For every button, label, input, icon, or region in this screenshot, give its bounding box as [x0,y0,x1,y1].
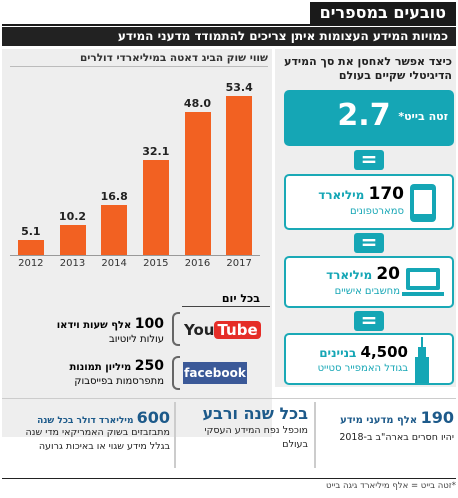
bar-2014 [101,205,128,255]
bottom-rule [2,398,456,399]
waste-desc: מתבזבזים בשוק האמריקאי מדי שנה בגלל מידע… [25,427,170,452]
youtube-logo: You Tube [184,318,261,342]
x-tick-label: 2013 [59,258,86,269]
buildings-value: 4,500 [360,343,408,361]
bar-value-label: 5.1 [21,224,41,238]
bar-2013 [59,224,86,255]
facebook-value: 250 [134,358,164,374]
youtube-desc: עולות ליוטיוב [108,334,164,345]
x-axis-line [10,255,260,256]
x-tick-label: 2012 [18,258,44,269]
x-tick-label: 2017 [226,258,252,269]
total-unit: זטה בייט* [398,110,448,123]
shortage-unit: אלף מדעני מידע [340,415,418,426]
shortage-value: 190 [420,408,454,427]
buildings-unit: בניינים [319,346,357,360]
doubling-title: בכל שנה ורבע [202,404,308,423]
chart-title-rule [10,66,268,67]
pcs-value: 20 [376,264,400,284]
bar-chart: 5.1 2012 10.2 2013 16.8 2014 32.1 2015 48.0 2016 5… [10,70,260,270]
pcs-label: מחשבים אישיים [334,286,400,297]
bar-2012 [17,239,44,255]
equals-sign-2: = [354,232,384,253]
pcs-box: 20 מיליארד מחשבים אישיים [284,256,454,308]
buildings-box: 4,500 בניינים בגודל האמפייר סטייט [284,333,454,385]
buildings-label: בגודל האמפייר סטייט [317,363,408,374]
total-value: 2.7 [337,98,391,133]
laptop-icon [406,268,440,290]
bottom-separator-right [314,402,316,468]
bar-value-label: 10.2 [58,209,87,223]
equals-sign-1: = [354,149,384,170]
youtube-value: 100 [134,316,164,332]
smartphones-box: 170 מיליארד סמארטפונים [284,174,454,230]
footer-rule [2,478,456,479]
facebook-logo: facebook [183,362,247,384]
bar-2017 [226,96,253,255]
subtitle-bar: כמויות המידע העצומות איתן צריכים להתמודד… [2,27,456,46]
header-rule [2,24,456,26]
bar-value-label: 32.1 [142,144,170,158]
bar-2015 [142,159,169,255]
facebook-unit: מיליון תמונות [69,362,132,373]
section-title: טובעים במספרים [309,2,456,24]
daily-title-rule [182,306,270,307]
bar-value-label: 48.0 [183,97,212,111]
smartphones-unit: מיליארד [318,188,365,202]
youtube-logo-tube: Tube [214,321,261,339]
doubling-desc: מוכפל נפח המידע העסקי בעולם [204,425,309,450]
shortage-desc: יהיו חסרים בארה"ב ב-2018 [339,432,454,443]
storage-question: כיצד אפשר לאחסן את סך המידע הדיגיטלי שקי… [284,55,452,82]
pcs-unit: מיליארד [326,268,373,282]
smartphone-icon [410,184,436,222]
bottom-separator-left [174,402,176,468]
bar-value-label: 16.8 [100,190,128,204]
x-tick-label: 2015 [143,258,169,269]
daily-title: בכל יום [221,292,260,305]
footer-note: *זטה בייט = אלף מיליארד גיגה בייט [326,481,456,491]
total-data-box: 2.7 זטה בייט* [284,90,454,146]
equals-sign-3: = [354,310,384,331]
waste-value: 600 [136,408,170,427]
youtube-logo-you: You [184,321,215,339]
smartphones-label: סמארטפונים [350,206,404,217]
waste-unit: מיליארד דולר בכל שנה [37,416,134,426]
smartphones-value: 170 [368,184,405,204]
x-tick-label: 2016 [184,258,211,269]
facebook-desc: מתפרסמות בפייסבוק [74,376,164,387]
youtube-unit: אלף שעות וידאו [56,320,132,331]
empire-state-icon [414,337,430,383]
bar-value-label: 53.4 [225,81,253,95]
bar-2016 [184,112,211,255]
chart-title: שווי שוק הביג דאטה במיליארדי דולרים [79,52,268,64]
x-tick-label: 2014 [101,258,127,269]
